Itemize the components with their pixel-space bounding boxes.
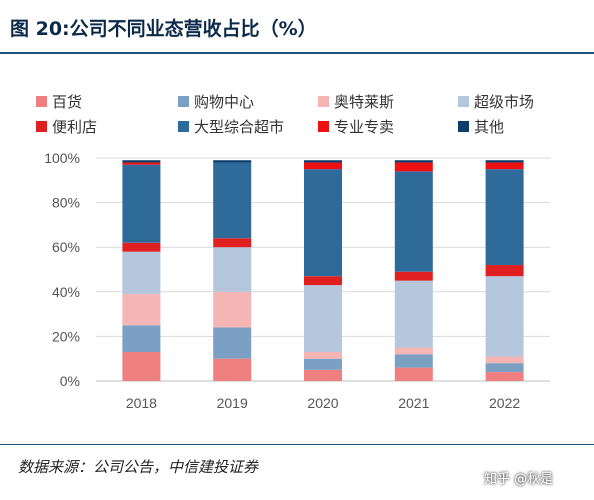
data-source-note: 数据来源：公司公告，中信建投证券 [18,458,259,476]
bar-segment [122,352,161,381]
bar-segment [304,169,342,277]
legend-label: 便利店 [52,118,97,136]
bar-segment [122,294,161,326]
bar-segment [213,162,252,239]
bar-segment [394,271,433,281]
bar-segment [304,369,342,381]
bar-segment [122,162,161,165]
bar-segment [394,171,433,272]
bar-segment [485,162,524,170]
legend-swatch [178,121,189,132]
x-tick-label: 2022 [489,395,520,411]
x-tick-label: 2021 [398,395,429,411]
x-tick-label: 2019 [217,395,248,411]
bar-segment [304,162,342,170]
legend-swatch [36,96,47,107]
bar-segment [485,372,524,381]
bar-segment [122,242,161,252]
bar-segment [485,169,524,266]
bar-segment [394,347,433,355]
legend-label: 百货 [52,93,82,111]
bar-segment [485,265,524,277]
bar-segment [304,358,342,370]
legend-swatch [458,96,469,107]
bar-segment [485,363,524,373]
legend-label: 购物中心 [194,93,254,111]
bar-segment [394,160,433,163]
y-tick-label: 0% [60,373,80,389]
y-tick-label: 20% [52,328,80,344]
bar-segment [304,276,342,286]
y-tick-label: 40% [52,284,80,300]
legend-swatch [318,96,329,107]
legend-swatch [36,121,47,132]
bar-segment [304,352,342,359]
bar-segment [394,367,433,381]
title-bar: 图 20:公司不同业态营收占比（%） [0,0,594,54]
bar-segment [213,238,252,248]
bar-segment [213,327,252,359]
watermark: 知乎 @秋是 [484,472,554,487]
bar-segment [213,291,252,328]
x-tick-label: 2018 [126,395,157,411]
legend-label: 专业专卖 [334,118,394,136]
page-title: 图 20:公司不同业态营收占比（%） [10,18,317,40]
x-tick-label: 2020 [307,395,338,411]
bar-segment [304,160,342,163]
y-tick-label: 100% [44,150,80,166]
y-tick-label: 80% [52,195,80,211]
legend-swatch [178,96,189,107]
legend-label: 超级市场 [474,93,534,111]
legend-label: 奥特莱斯 [334,93,394,111]
bar-segment [213,358,252,381]
bar-segment [304,285,342,353]
legend-label: 其他 [474,118,504,136]
bar-segment [485,356,524,364]
bar-segment [394,162,433,172]
bar-segment [394,354,433,368]
legend-label: 大型综合超市 [194,118,284,136]
bar-segment [122,160,161,163]
bar-segment [394,280,433,348]
bar-segment [122,251,161,295]
bar-segment [122,325,161,353]
legend-swatch [458,121,469,132]
title-rule [0,52,594,54]
bar-segment [122,164,161,243]
bar-segment [213,247,252,292]
legend-swatch [318,121,329,132]
bar-segment [485,160,524,163]
footer-rule [0,444,594,445]
y-tick-label: 60% [52,239,80,255]
bar-segment [213,160,252,163]
bar-segment [485,276,524,357]
